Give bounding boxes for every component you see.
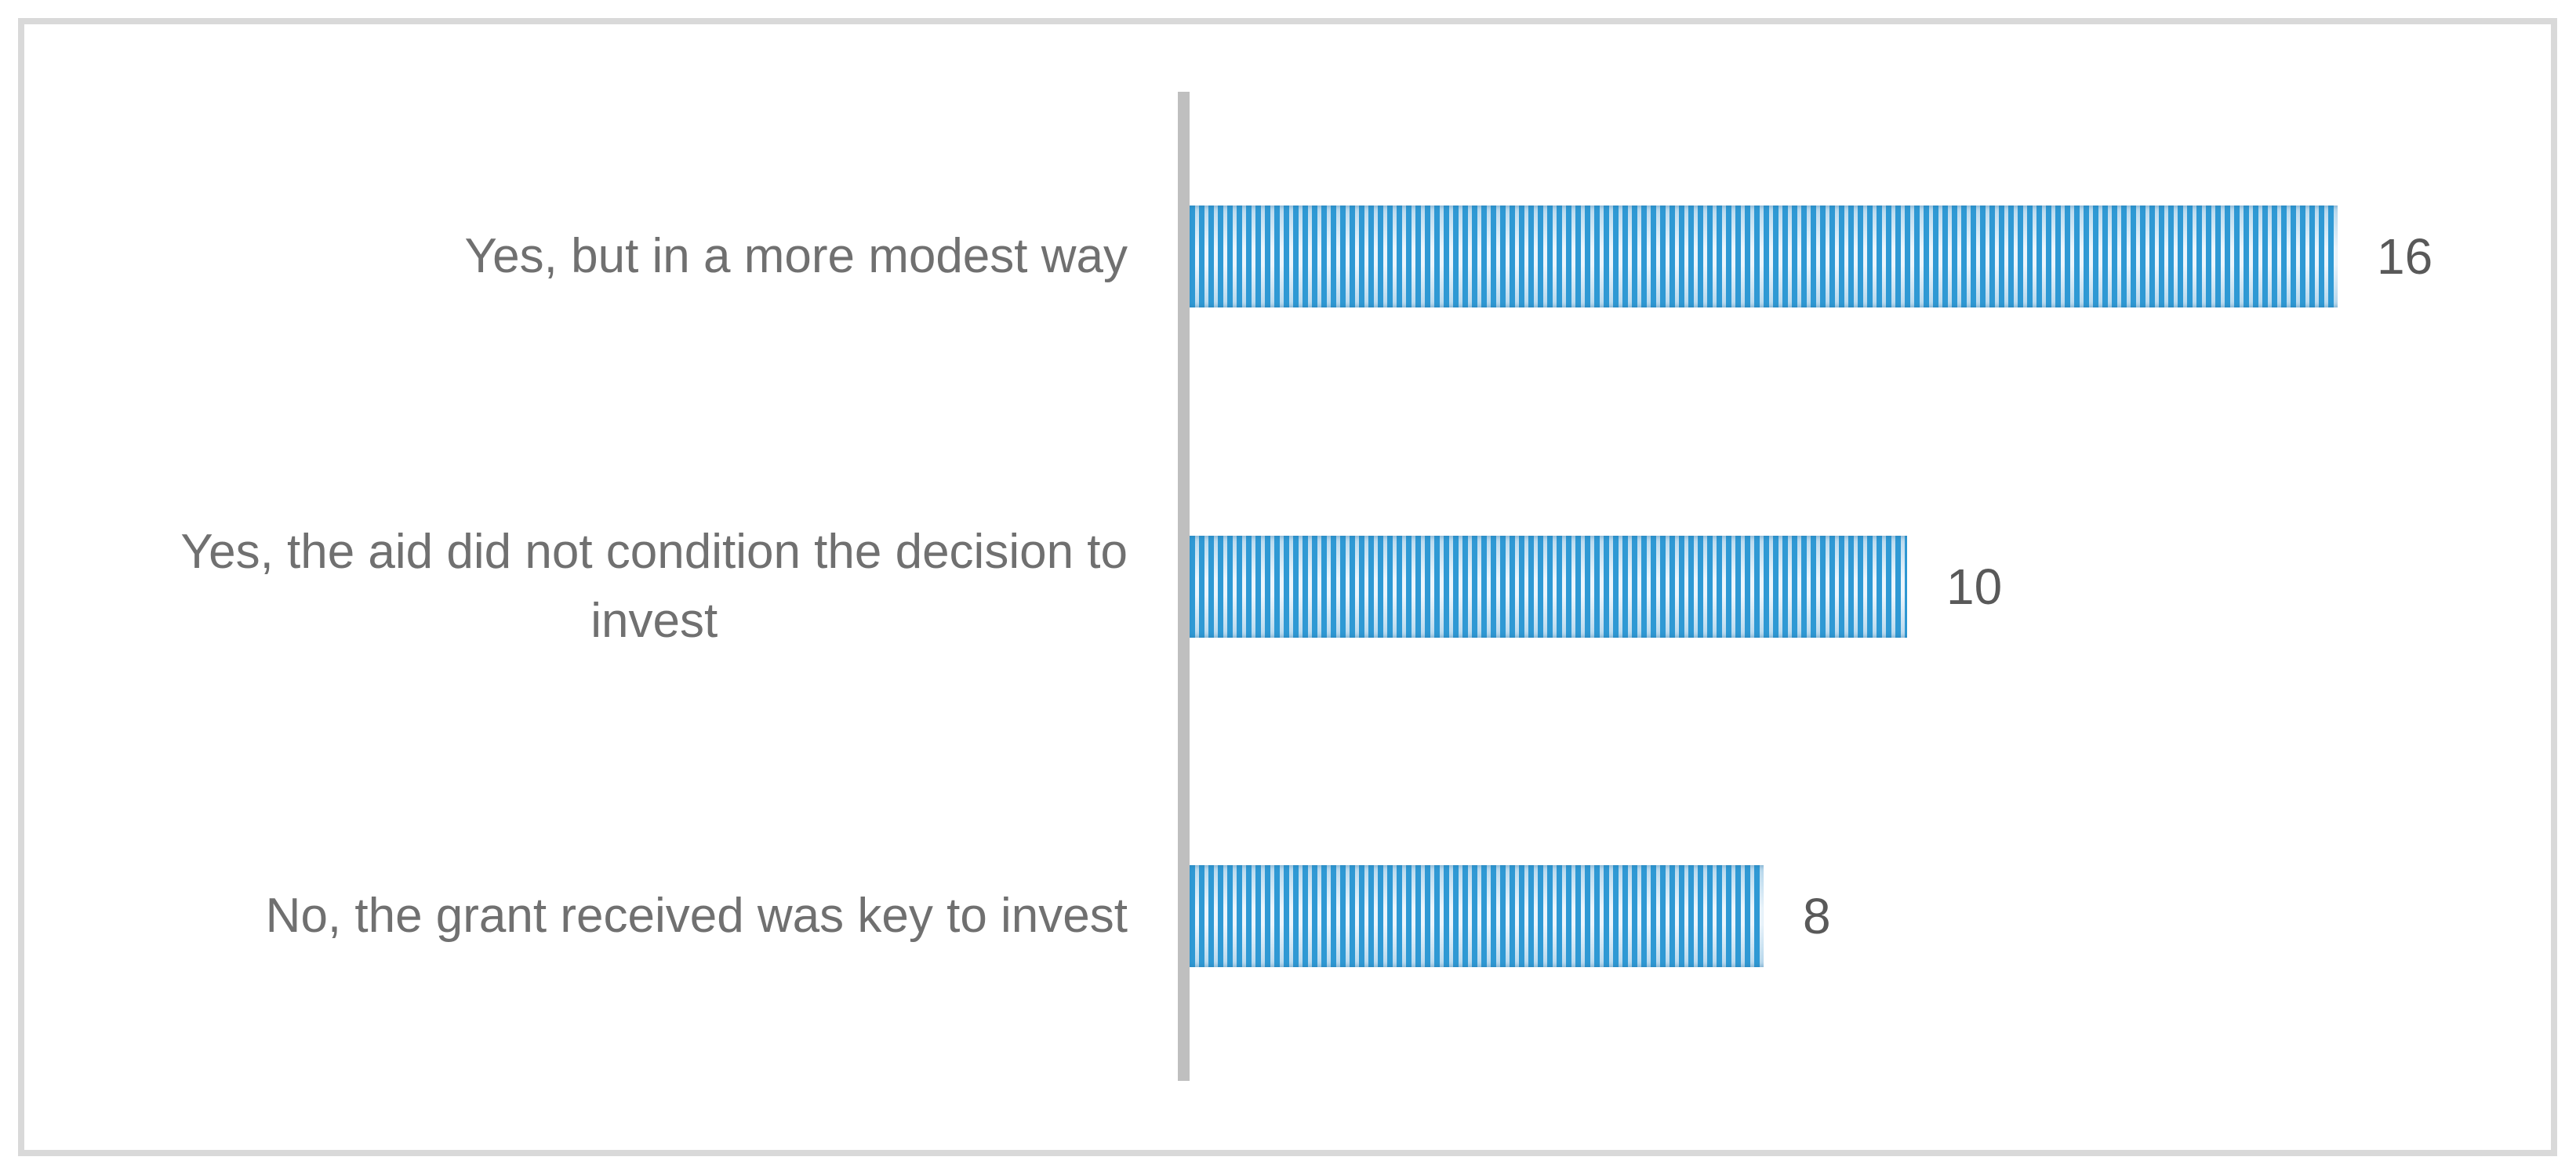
category-label: Yes, but in a more modest way (464, 229, 1128, 283)
bar (1190, 865, 1764, 967)
category-label: Yes, the aid did not condition the decis… (180, 525, 1128, 648)
category-axis-line (1178, 92, 1190, 1081)
value-label: 8 (1803, 888, 1831, 944)
value-label: 10 (1946, 558, 2003, 615)
chart-border-frame (18, 18, 2557, 1156)
bar (1190, 206, 2338, 307)
value-label: 16 (2377, 228, 2433, 285)
bar (1190, 536, 1907, 638)
category-label: No, the grant received was key to invest (265, 889, 1128, 943)
